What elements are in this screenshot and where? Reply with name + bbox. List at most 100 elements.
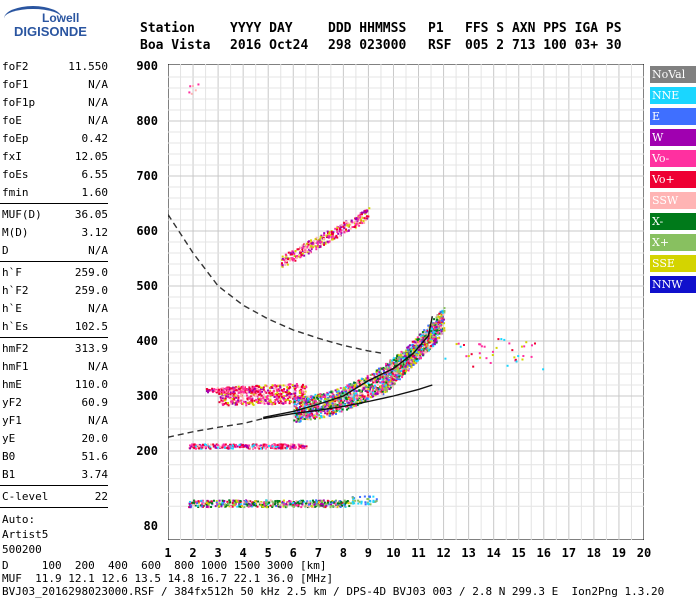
echo-point <box>411 363 414 366</box>
echo-point <box>301 400 304 403</box>
echo-point <box>308 505 311 508</box>
echo-point <box>399 358 402 361</box>
echo-point <box>202 503 205 506</box>
echo-point <box>361 395 364 398</box>
footer-file-info: BVJ03_2016298023000.RSF / 384fx512h 50 k… <box>2 585 665 598</box>
echo-point <box>480 345 483 348</box>
echo-point <box>425 339 428 342</box>
echo-point <box>416 336 419 339</box>
echo-point <box>318 414 321 417</box>
echo-point <box>228 387 231 390</box>
echo-point <box>214 444 217 447</box>
echo-point <box>269 504 272 507</box>
x-tick-label: 10 <box>386 546 401 560</box>
echo-point <box>400 350 403 353</box>
echo-point <box>256 446 259 449</box>
echo-point <box>363 387 366 390</box>
echo-point <box>301 504 304 507</box>
echo-point <box>388 382 391 385</box>
echo-point <box>431 337 434 340</box>
echo-point <box>410 363 413 366</box>
footer-distance-row: D 100 200 400 600 800 1000 1500 3000 [km… <box>2 559 327 572</box>
echo-point <box>478 343 481 346</box>
echo-point <box>262 444 265 447</box>
echo-point <box>300 404 303 407</box>
echo-point <box>234 443 237 446</box>
echo-point <box>301 503 304 506</box>
echo-point <box>193 502 196 505</box>
echo-point <box>424 349 427 352</box>
echo-point <box>352 404 355 407</box>
echo-point <box>205 501 208 504</box>
echo-point <box>290 392 293 395</box>
param-row: h`Es 102.5 <box>2 318 108 336</box>
echo-point <box>336 403 339 406</box>
echo-point <box>246 394 249 397</box>
echo-point <box>218 444 221 447</box>
echo-point <box>306 399 309 402</box>
echo-point <box>356 381 359 384</box>
echo-point <box>381 386 384 389</box>
echo-point <box>334 405 337 408</box>
echo-point <box>472 365 475 368</box>
echo-point <box>266 501 269 504</box>
profile-solid-curve <box>263 316 433 419</box>
echo-point <box>350 219 353 222</box>
echo-point <box>300 499 303 502</box>
echo-point <box>424 346 427 349</box>
echo-point <box>398 356 401 359</box>
echo-point <box>335 404 338 407</box>
echo-point <box>262 386 265 389</box>
echo-point <box>197 444 200 447</box>
echo-point <box>405 361 408 364</box>
echo-point <box>283 395 286 398</box>
echo-point <box>206 388 209 391</box>
param-row: yE 20.0 <box>2 430 108 448</box>
echo-point <box>327 236 330 239</box>
echo-point <box>324 412 327 415</box>
echo-point <box>292 444 295 447</box>
echo-point <box>426 339 429 342</box>
echo-point <box>222 501 225 504</box>
echo-point <box>232 390 235 393</box>
echo-point <box>197 501 200 504</box>
echo-point <box>331 500 334 502</box>
echo-point <box>289 253 292 256</box>
echo-point <box>297 413 300 416</box>
echo-point <box>251 505 254 508</box>
echo-point <box>385 387 388 390</box>
echo-point <box>307 418 310 421</box>
echo-point <box>435 324 438 327</box>
echo-point <box>293 392 296 395</box>
echo-point <box>305 407 308 410</box>
echo-point <box>395 376 398 379</box>
echo-point <box>326 410 329 413</box>
y-tick-label: 800 <box>136 114 158 128</box>
echo-point <box>188 91 191 94</box>
echo-point <box>381 374 384 377</box>
param-value: N/A <box>88 302 108 315</box>
echo-point <box>304 395 307 398</box>
echo-point <box>495 346 498 349</box>
echo-point <box>248 386 251 389</box>
echo-point <box>318 505 321 508</box>
echo-point <box>260 386 263 389</box>
echo-point <box>204 443 207 446</box>
echo-point <box>440 314 443 317</box>
echo-point <box>222 399 225 402</box>
echo-point <box>301 446 304 449</box>
echo-point <box>225 389 228 392</box>
echo-point <box>243 503 246 506</box>
legend-item-vo-: Vo- <box>650 150 696 167</box>
echo-point <box>348 500 351 503</box>
echo-point <box>341 408 344 411</box>
echo-point <box>306 401 309 404</box>
echo-point <box>216 444 219 447</box>
echo-point <box>307 503 310 506</box>
echo-point <box>228 505 231 508</box>
echo-point <box>191 444 194 447</box>
echo-point <box>340 226 343 229</box>
echo-point <box>229 402 232 405</box>
echo-point <box>355 223 358 226</box>
echo-point <box>269 386 272 389</box>
